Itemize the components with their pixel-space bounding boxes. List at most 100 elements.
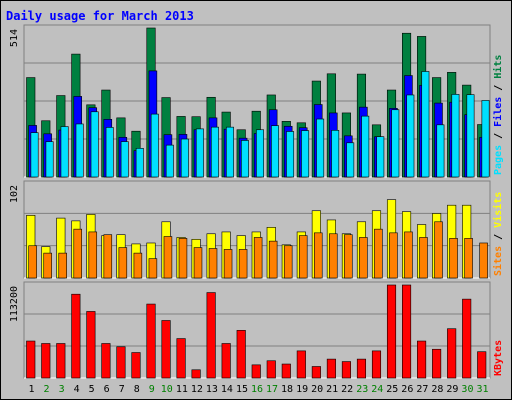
bar-pages-day-20 — [316, 118, 325, 178]
bar-kbytes-day-3 — [56, 343, 66, 379]
bar-sites-day-18 — [283, 245, 293, 279]
bar-sites-day-5 — [88, 231, 98, 279]
x-tick-label: 20 — [311, 384, 323, 395]
legend-hits-files-pages: Pages / Files / Hits — [492, 55, 504, 175]
x-tick-label: 1 — [29, 384, 35, 395]
bar-kbytes-day-30 — [462, 298, 472, 379]
bar-sites-day-16 — [253, 237, 263, 279]
bar-sites-day-15 — [238, 249, 248, 279]
x-tick-label: 29 — [446, 384, 458, 395]
y-max-label: 102 — [9, 185, 20, 203]
x-tick-label: 17 — [266, 384, 278, 395]
legend-entry-kbytes: KBytes — [493, 340, 504, 376]
bar-pages-day-1 — [30, 132, 39, 178]
bar-pages-day-25 — [391, 109, 400, 178]
bar-pages-day-19 — [301, 130, 310, 178]
bar-pages-day-16 — [256, 129, 264, 178]
bar-sites-day-20 — [314, 232, 323, 279]
bar-kbytes-day-4 — [71, 293, 81, 379]
bar-pages-day-28 — [436, 124, 445, 178]
chart-panels: 514 Pages / Files / Hits 102 Sites / Visits… — [9, 24, 504, 379]
panel-hits-files-pages: 514 Pages / Files / Hits — [9, 24, 504, 178]
bar-kbytes-day-15 — [236, 330, 246, 379]
legend-visits-sites: Sites / Visits — [492, 192, 504, 276]
bar-pages-day-24 — [376, 136, 385, 178]
x-tick-label: 21 — [326, 384, 338, 395]
bar-pages-day-17 — [271, 125, 280, 178]
bar-sites-day-9 — [148, 258, 158, 279]
bar-sites-day-19 — [298, 235, 308, 279]
x-tick-label: 16 — [251, 384, 263, 395]
bar-sites-day-13 — [208, 248, 218, 279]
bar-pages-day-4 — [75, 123, 84, 178]
x-tick-label: 14 — [221, 384, 233, 395]
bar-sites-day-23 — [359, 237, 368, 279]
legend-entry-files: Files — [492, 97, 504, 127]
bar-sites-day-7 — [118, 247, 128, 279]
x-tick-label: 27 — [416, 384, 428, 395]
y-max-label: 514 — [9, 29, 20, 47]
bar-kbytes-day-18 — [281, 363, 291, 379]
x-tick-label: 25 — [386, 384, 398, 395]
x-tick-label: 5 — [89, 384, 95, 395]
panel-visits-sites: 102 Sites / Visits — [9, 180, 504, 279]
x-tick-label: 26 — [401, 384, 413, 395]
bar-kbytes-day-16 — [251, 364, 261, 379]
bar-kbytes-day-11 — [176, 338, 186, 379]
bar-pages-day-30 — [466, 94, 475, 178]
bar-kbytes-day-20 — [311, 366, 321, 379]
bar-kbytes-day-5 — [86, 311, 96, 379]
bar-pages-day-22 — [346, 142, 355, 178]
x-tick-label: 2 — [44, 384, 50, 395]
bar-kbytes-day-19 — [296, 350, 306, 379]
bar-pages-day-15 — [241, 140, 249, 178]
x-tick-label: 6 — [104, 384, 110, 395]
x-tick-label: 24 — [371, 384, 383, 395]
bar-pages-day-7 — [120, 141, 129, 178]
legend-entry-pages: Pages — [493, 145, 504, 175]
bar-sites-day-29 — [449, 238, 458, 279]
bar-kbytes-day-28 — [432, 348, 442, 379]
panel-kbytes: 113200 KBytes — [9, 281, 504, 379]
bar-pages-day-8 — [135, 148, 144, 178]
bar-sites-day-31 — [479, 242, 488, 279]
bar-pages-day-11 — [180, 138, 189, 178]
bar-sites-day-27 — [419, 237, 428, 279]
bar-pages-day-18 — [286, 131, 295, 178]
x-tick-label: 4 — [74, 384, 80, 395]
legend-entry-visits: Visits — [492, 192, 504, 228]
bar-kbytes-day-9 — [146, 303, 156, 379]
bar-kbytes-day-1 — [26, 340, 36, 379]
bar-sites-day-8 — [133, 252, 143, 279]
bar-sites-day-28 — [434, 221, 443, 279]
x-tick-label: 13 — [206, 384, 218, 395]
bar-sites-day-24 — [374, 228, 383, 279]
chart-title: Daily usage for March 2013 — [6, 9, 194, 23]
bar-pages-day-13 — [210, 126, 219, 178]
bar-pages-day-14 — [226, 126, 234, 178]
bar-kbytes-day-31 — [477, 351, 487, 379]
legend-entry-hits: Hits — [492, 55, 504, 79]
x-tick-label: 19 — [296, 384, 308, 395]
bar-sites-day-6 — [103, 234, 113, 279]
bar-kbytes-day-17 — [266, 360, 276, 379]
bar-kbytes-day-2 — [41, 343, 51, 379]
bar-sites-day-2 — [43, 252, 52, 279]
legend-separator: / — [493, 127, 504, 145]
x-tick-label: 7 — [119, 384, 125, 395]
x-tick-label: 8 — [134, 384, 140, 395]
x-tick-label: 18 — [281, 384, 293, 395]
bar-kbytes-day-26 — [402, 284, 412, 379]
x-tick-label: 31 — [476, 384, 488, 395]
bar-pages-day-31 — [481, 100, 490, 178]
bar-kbytes-day-24 — [371, 350, 382, 379]
bar-sites-day-14 — [223, 249, 233, 279]
bar-sites-day-11 — [178, 238, 188, 279]
bar-pages-day-27 — [421, 71, 430, 178]
bar-kbytes-day-27 — [417, 340, 427, 379]
bar-kbytes-day-22 — [341, 361, 351, 379]
bar-kbytes-day-23 — [356, 358, 367, 379]
bar-sites-day-22 — [344, 234, 353, 279]
bar-kbytes-day-14 — [221, 343, 231, 379]
x-tick-label: 9 — [149, 384, 155, 395]
